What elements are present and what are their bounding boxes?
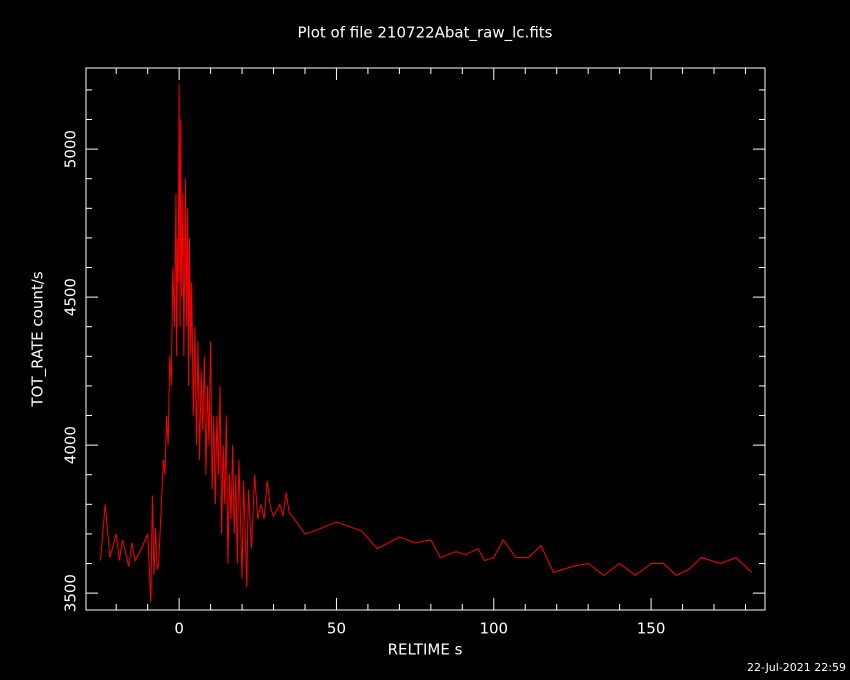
plot-frame	[85, 67, 766, 611]
y-tick-label: 3500	[62, 574, 80, 612]
y-tick-label: 4500	[62, 278, 80, 316]
x-tick-label: 50	[327, 620, 346, 638]
x-tick-label: 150	[637, 620, 666, 638]
data-line	[99, 83, 753, 603]
y-tick-label: 4000	[62, 426, 80, 464]
y-axis-label: TOT_RATE count/s	[29, 271, 48, 407]
y-tick-label: 5000	[62, 130, 80, 168]
x-tick-label: 0	[174, 620, 184, 638]
chart-title: Plot of file 210722Abat_raw_lc.fits	[298, 24, 553, 43]
x-axis-label: RELTIME s	[388, 641, 463, 659]
x-tick-label: 100	[479, 620, 508, 638]
timestamp: 22-Jul-2021 22:59	[747, 661, 846, 674]
